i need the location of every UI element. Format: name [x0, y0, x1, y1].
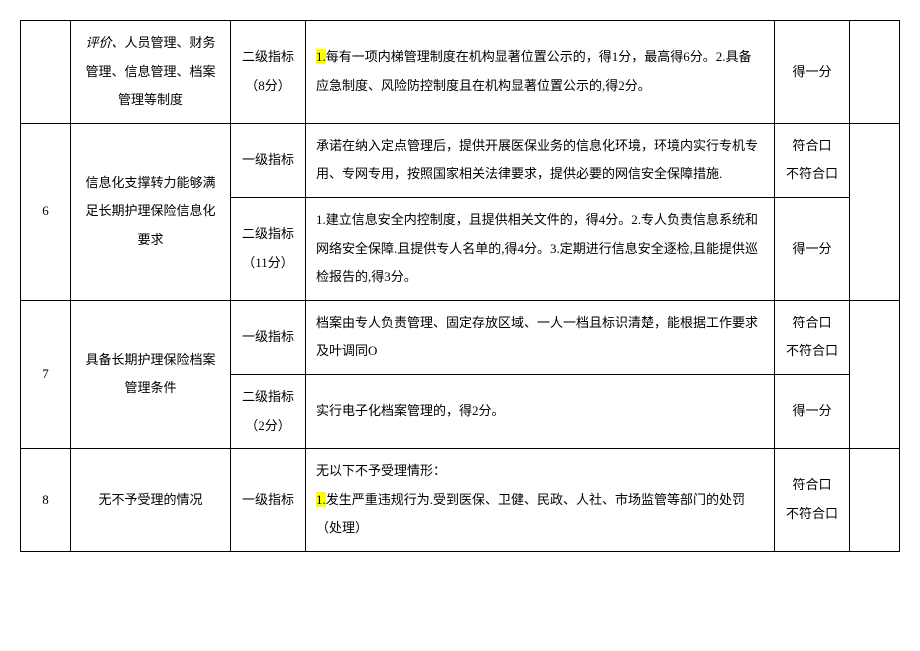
level-cell: 二级指标（11分） — [231, 197, 306, 300]
score-cell: 得一分 — [775, 21, 850, 124]
blank-cell — [850, 300, 900, 448]
description-cell: 评价、人员管理、财务管理、信息管理、档案管理等制度 — [71, 21, 231, 124]
score-cell: 符合口 不符合口 — [775, 300, 850, 374]
content-cell: 实行电子化档案管理的，得2分。 — [306, 374, 775, 448]
row-number-cell: 6 — [21, 123, 71, 300]
content-cell: 无以下不予受理情形： 1.发生严重违规行为.受到医保、卫健、民政、人社、市场监管… — [306, 449, 775, 552]
score-cell: 得一分 — [775, 197, 850, 300]
level-cell: 一级指标 — [231, 449, 306, 552]
highlight-num: 1. — [316, 492, 326, 507]
match-yes: 符合口 — [785, 309, 839, 338]
level-cell: 一级指标 — [231, 300, 306, 374]
highlight-num: 1. — [316, 49, 326, 64]
table-row: 8 无不予受理的情况 一级指标 无以下不予受理情形： 1.发生严重违规行为.受到… — [21, 449, 900, 552]
blank-cell — [850, 21, 900, 124]
table-row: 6 信息化支撑转力能够满足长期护理保险信息化要求 一级指标 承诺在纳入定点管理后… — [21, 123, 900, 197]
desc-italic: 评价、 — [85, 35, 124, 50]
content-cell: 1.每有一项内梯管理制度在机构显著位置公示的，得1分，最高得6分。2.具备应急制… — [306, 21, 775, 124]
content-cell: 1.建立信息安全内控制度，且提供相关文件的，得4分。2.专人负责信息系统和网络安… — [306, 197, 775, 300]
blank-cell — [850, 123, 900, 300]
content-cell: 档案由专人负责管理、固定存放区域、一人一档且标识清楚，能根据工作要求及叶调同O — [306, 300, 775, 374]
score-cell: 得一分 — [775, 374, 850, 448]
row-number-cell: 7 — [21, 300, 71, 448]
level-cell: 二级指标（2分） — [231, 374, 306, 448]
table-row: 评价、人员管理、财务管理、信息管理、档案管理等制度 二级指标（8分） 1.每有一… — [21, 21, 900, 124]
content-line1: 无以下不予受理情形： — [316, 457, 764, 486]
blank-cell — [850, 449, 900, 552]
score-cell: 符合口 不符合口 — [775, 123, 850, 197]
content-line2: 1.发生严重违规行为.受到医保、卫健、民政、人社、市场监管等部门的处罚（处理） — [316, 486, 764, 543]
level-cell: 一级指标 — [231, 123, 306, 197]
match-yes: 符合口 — [785, 471, 839, 500]
match-no: 不符合口 — [785, 500, 839, 529]
row-number-cell — [21, 21, 71, 124]
level-cell: 二级指标（8分） — [231, 21, 306, 124]
content-text: 每有一项内梯管理制度在机构显著位置公示的，得1分，最高得6分。2.具备应急制度、… — [316, 49, 752, 93]
table-row: 7 具备长期护理保险档案管理条件 一级指标 档案由专人负责管理、固定存放区域、一… — [21, 300, 900, 374]
match-yes: 符合口 — [785, 132, 839, 161]
evaluation-table: 评价、人员管理、财务管理、信息管理、档案管理等制度 二级指标（8分） 1.每有一… — [20, 20, 900, 552]
score-cell: 符合口 不符合口 — [775, 449, 850, 552]
content-text: 发生严重违规行为.受到医保、卫健、民政、人社、市场监管等部门的处罚（处理） — [316, 492, 745, 536]
content-cell: 承诺在纳入定点管理后，提供开展医保业务的信息化环境，环境内实行专机专用、专网专用… — [306, 123, 775, 197]
description-cell: 信息化支撑转力能够满足长期护理保险信息化要求 — [71, 123, 231, 300]
match-no: 不符合口 — [785, 160, 839, 189]
description-cell: 无不予受理的情况 — [71, 449, 231, 552]
description-cell: 具备长期护理保险档案管理条件 — [71, 300, 231, 448]
match-no: 不符合口 — [785, 337, 839, 366]
row-number-cell: 8 — [21, 449, 71, 552]
